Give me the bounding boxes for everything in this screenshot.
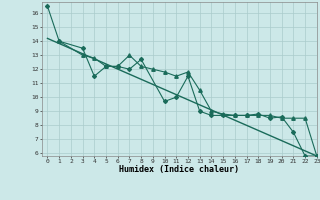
X-axis label: Humidex (Indice chaleur): Humidex (Indice chaleur) [119,165,239,174]
